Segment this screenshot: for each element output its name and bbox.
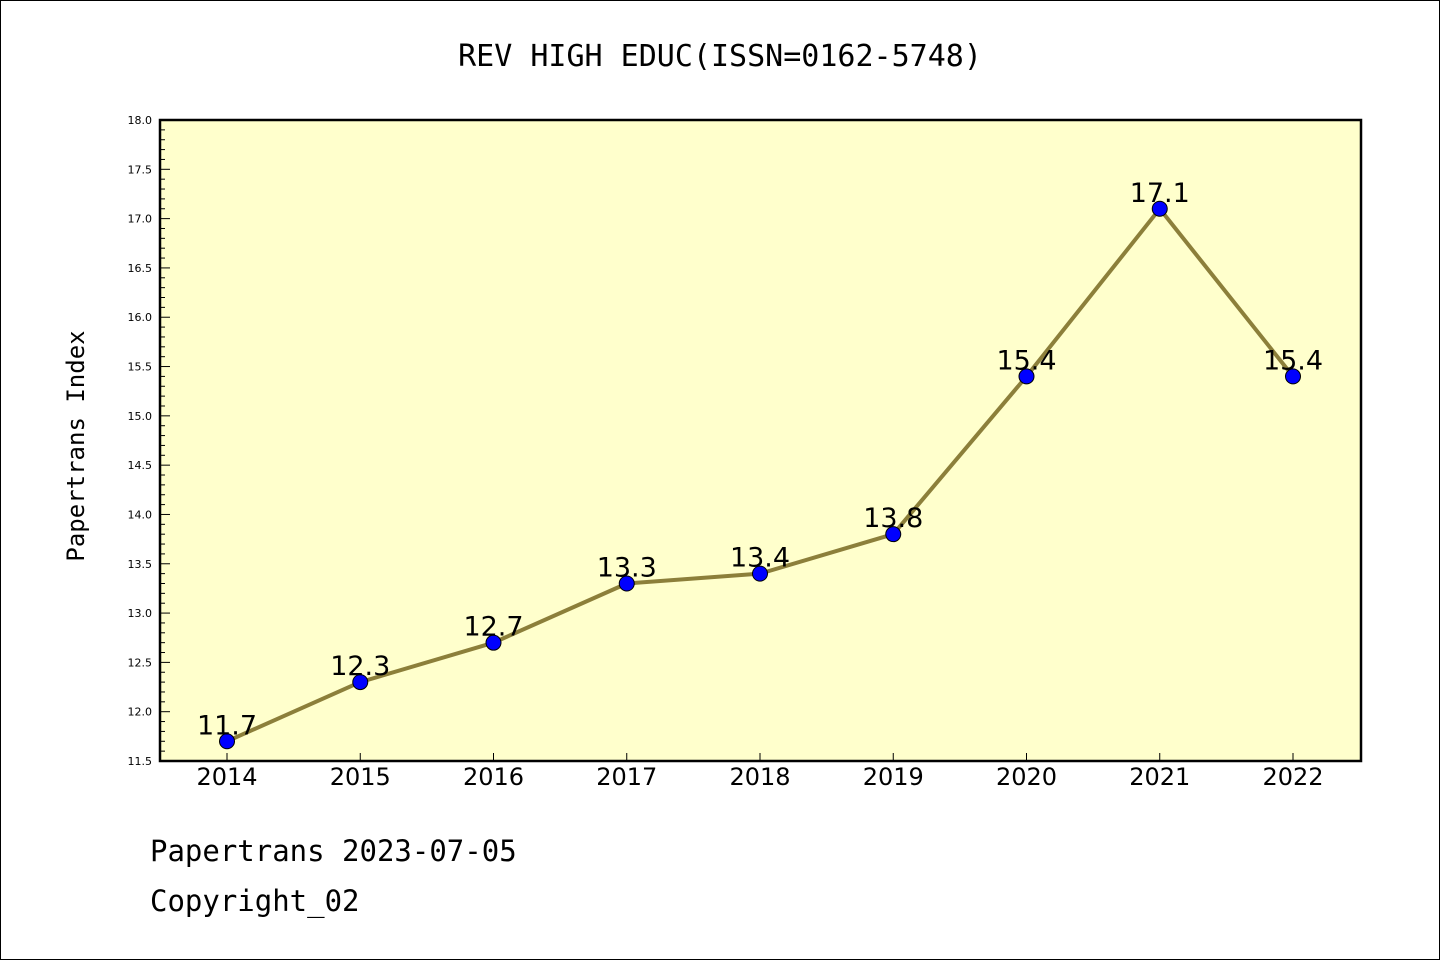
y-tick-label: 16.0 xyxy=(128,311,153,324)
x-ticks: 2014 2015 2016 2017 2018 2019 2020 2021 2022 xyxy=(196,753,1324,791)
x-tick-label: 2015 xyxy=(330,763,391,791)
x-tick-label: 2020 xyxy=(996,763,1057,791)
footer-copyright: Copyright_02 xyxy=(150,884,360,918)
x-tick-label: 2017 xyxy=(596,763,657,791)
data-labels: 11.7 12.3 12.7 13.3 13.4 13.8 15.4 17.1 15.4 xyxy=(197,178,1323,742)
y-axis-label: Papertrans Index xyxy=(62,330,90,561)
y-tick-label: 13.5 xyxy=(128,558,153,571)
data-point xyxy=(485,634,502,651)
plot-border xyxy=(158,118,1363,763)
footer-date: Papertrans 2023-07-05 xyxy=(150,834,517,868)
data-label: 13.3 xyxy=(597,552,657,583)
data-point xyxy=(1285,368,1301,385)
data-point xyxy=(618,575,635,592)
y-tick-label: 15.5 xyxy=(128,361,153,374)
data-label: 11.7 xyxy=(197,710,257,741)
y-tick-label: 11.5 xyxy=(128,755,153,768)
y-tick-label: 14.5 xyxy=(128,459,153,472)
plot-area xyxy=(160,120,1361,761)
y-tick-label: 13.0 xyxy=(128,607,153,620)
data-label: 12.7 xyxy=(463,612,523,643)
data-point xyxy=(1151,200,1168,217)
y-tick-label: 12.0 xyxy=(128,706,153,719)
x-tick-label: 2022 xyxy=(1262,763,1323,791)
data-label: 15.4 xyxy=(1263,345,1323,376)
x-tick-label: 2016 xyxy=(463,763,524,791)
data-label: 13.4 xyxy=(730,543,790,574)
y-tick-label: 12.5 xyxy=(128,656,153,669)
data-label: 17.1 xyxy=(1130,178,1190,209)
y-tick-label: 15.0 xyxy=(128,410,153,423)
series xyxy=(219,200,1301,750)
data-label: 13.8 xyxy=(863,503,923,534)
x-tick-label: 2018 xyxy=(729,763,790,791)
data-point xyxy=(885,526,902,543)
y-ticks: 11.5 12.0 12.5 13.0 13.5 14.0 14.5 15.0 15.5 16.0… xyxy=(128,114,170,768)
data-point xyxy=(1018,368,1035,385)
chart-title: REV HIGH EDUC(ISSN=0162-5748) xyxy=(458,39,982,74)
y-tick-label: 17.0 xyxy=(128,213,153,226)
data-label: 15.4 xyxy=(996,345,1056,376)
y-tick-label: 16.5 xyxy=(128,262,153,275)
y-tick-label: 14.0 xyxy=(128,508,153,521)
x-tick-label: 2014 xyxy=(196,763,257,791)
x-tick-label: 2019 xyxy=(863,763,924,791)
y-tick-label: 17.5 xyxy=(128,163,153,176)
data-label: 12.3 xyxy=(330,651,390,682)
data-point xyxy=(352,674,369,691)
y-tick-label: 18.0 xyxy=(128,114,153,127)
data-point xyxy=(219,733,235,750)
x-tick-label: 2021 xyxy=(1129,763,1190,791)
data-point xyxy=(752,565,768,582)
